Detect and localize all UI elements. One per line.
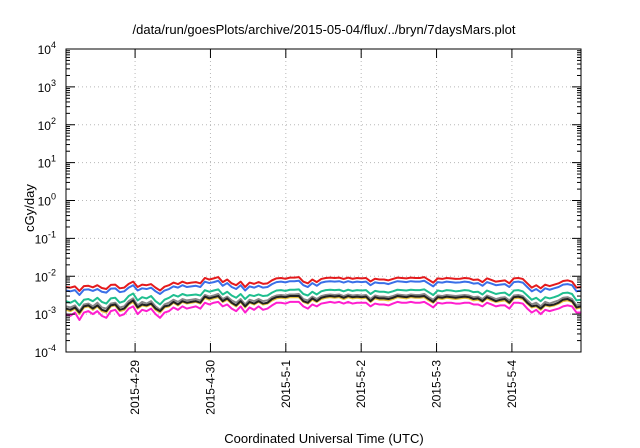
series-line-black [65,295,582,314]
x-axis-label: Coordinated Universal Time (UTC) [224,431,423,446]
y-tick-label: 101 [38,154,56,171]
x-tick-label: 2015-5-2 [354,360,368,408]
y-tick-label: 104 [38,40,56,57]
chart-title: /data/run/goesPlots/archive/2015-05-04/f… [133,22,516,37]
series-line-magenta [65,300,581,321]
series-line-red [65,276,582,292]
x-tick-label: 2015-5-3 [430,360,444,408]
y-tick-label: 102 [38,116,56,133]
y-tick-label: 10-1 [35,229,56,246]
y-tick-label: 103 [38,78,56,95]
y-tick-label: 10-3 [35,305,56,322]
x-tick-label: 2015-4-30 [203,360,217,415]
x-tick-label: 2015-5-1 [279,360,293,408]
axes: 10-4 10-3 10-2 10-1 100 101 102 103 104 2015-4-29… [35,40,582,415]
series-lines [65,276,582,321]
y-tick-label: 10-4 [35,343,56,360]
x-tick-label: 2015-4-29 [128,360,142,415]
y-tick-label: 10-2 [35,267,56,284]
x-tick-label: 2015-5-4 [505,360,519,408]
series-line-gray [65,293,582,313]
plot-border [65,48,582,353]
series-line-blue [65,279,582,296]
y-axis-label: cGy/day [22,184,37,232]
y-tick-label: 100 [38,192,56,209]
series-line-teal [65,288,582,307]
